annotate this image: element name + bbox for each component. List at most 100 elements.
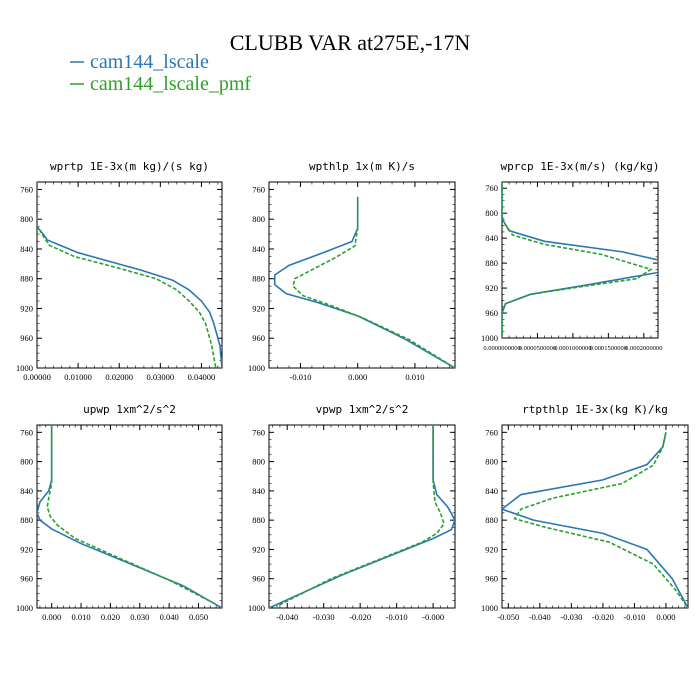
panel-2-ytick-label-4: 920	[485, 283, 498, 293]
panel-5-xtick-label-2: -0.030	[560, 612, 582, 622]
panel-4-xtick-label-3: -0.010	[386, 612, 408, 622]
legend-label-0: cam144_lscale	[90, 51, 209, 73]
panel-2-frame	[501, 181, 659, 339]
panel-0-ytick-label-4: 920	[20, 303, 33, 313]
panel-1-frame	[268, 181, 456, 369]
panel-4-title: vpwp 1xm^2/s^2	[316, 403, 409, 416]
panel-2-ytick-label-3: 880	[485, 258, 498, 268]
panel-0-xtick-label-0: 0.00000	[23, 372, 51, 382]
panel-1-series-1	[292, 196, 455, 368]
panel-1-title: wpthlp 1x(m K)/s	[309, 160, 415, 173]
panel-3-ytick-label-2: 840	[20, 486, 33, 496]
panel-5-xtick-label-5: 0.000	[656, 612, 675, 622]
panel-1-ytick-label-2: 840	[252, 244, 265, 254]
panel-3-ytick-label-3: 880	[20, 515, 33, 525]
panel-1: wpthlp 1x(m K)/s 760 800 840 880 920 960 1000 -0…	[248, 160, 456, 382]
panel-0-ytick-label-6: 1000	[16, 363, 33, 373]
panel-0-ytick-label-5: 960	[20, 333, 33, 343]
panel-5-xtick-label-4: -0.010	[623, 612, 645, 622]
panel-2-ytick-label-1: 800	[485, 208, 498, 218]
panel-0-ytick-label-3: 880	[20, 274, 33, 284]
panel-4-series-1	[275, 425, 445, 608]
panel-3-ytick-label-6: 1000	[16, 603, 33, 613]
panel-3-series-0	[37, 425, 222, 608]
panel-2-xtick-label-4: 0.0002000000	[625, 345, 662, 352]
panel-4-xtick-label-4: -0.000	[422, 612, 444, 622]
legend: cam144_lscale cam144_lscale_pmf	[70, 51, 251, 95]
panel-3-ytick-label-0: 760	[20, 427, 33, 437]
panel-2-xtick-label-2: 0.0001000000	[554, 345, 591, 352]
panel-2: wprcp 1E-3x(m/s) (kg/kg)760 800 840 880 920 9…	[481, 160, 663, 352]
panel-3-ytick-label-1: 800	[20, 457, 33, 467]
panel-4-xtick-label-0: -0.040	[276, 612, 298, 622]
panel-5-series-1	[513, 432, 688, 608]
panel-0-title: wprtp 1E-3x(m kg)/(s kg)	[50, 160, 209, 173]
panel-4-series-0	[269, 425, 455, 608]
panel-3-frame	[36, 424, 223, 609]
panel-1-series-0	[273, 196, 455, 368]
panel-4-xtick-label-1: -0.030	[313, 612, 335, 622]
panel-4-ytick-label-2: 840	[252, 486, 265, 496]
legend-label-1: cam144_lscale_pmf	[90, 73, 251, 95]
panel-0-ytick-label-0: 760	[20, 184, 33, 194]
panel-1-ytick-label-6: 1000	[248, 363, 265, 373]
panel-2-xtick-label-1: 0.0000500000	[519, 345, 556, 352]
panel-3-xtick-label-4: 0.040	[160, 612, 179, 622]
panel-0-xtick-label-2: 0.02000	[105, 372, 133, 382]
panel-3-xtick-label-3: 0.030	[130, 612, 149, 622]
panel-1-ytick-label-4: 920	[252, 303, 265, 313]
panel-4-xtick-label-2: -0.020	[349, 612, 371, 622]
panel-5-ytick-label-3: 880	[485, 515, 498, 525]
panel-0-frame	[36, 181, 223, 369]
panel-1-ytick-label-0: 760	[252, 184, 265, 194]
panel-0-xtick-label-4: 0.04000	[188, 372, 216, 382]
panel-5-ytick-label-4: 920	[485, 544, 498, 554]
panel-5-title: rtpthlp 1E-3x(kg K)/kg	[522, 403, 668, 416]
panel-1-ytick-label-3: 880	[252, 274, 265, 284]
panel-2-ytick-label-2: 840	[485, 233, 498, 243]
panel-4-ytick-label-5: 960	[252, 574, 265, 584]
panel-3-ytick-label-4: 920	[20, 544, 33, 554]
panel-0-xtick-label-1: 0.01000	[64, 372, 92, 382]
panel-2-xtick-label-0: 0.0000000000	[483, 345, 520, 352]
panel-3-title: upwp 1xm^2/s^2	[83, 403, 176, 416]
panel-5: rtpthlp 1E-3x(kg K)/kg 760 800 840 880 920 960…	[481, 403, 689, 622]
panel-4-ytick-label-4: 920	[252, 544, 265, 554]
panel-3-xtick-label-2: 0.020	[101, 612, 120, 622]
panel-1-ytick-label-5: 960	[252, 333, 265, 343]
panel-1-xtick-label-2: 0.010	[405, 372, 424, 382]
panel-4-ytick-label-0: 760	[252, 427, 265, 437]
panel-2-title: wprcp 1E-3x(m/s) (kg/kg)	[501, 160, 660, 173]
panel-5-ytick-label-1: 800	[485, 457, 498, 467]
panel-5-xtick-label-1: -0.040	[529, 612, 551, 622]
panel-1-xtick-label-0: -0.010	[289, 372, 311, 382]
panel-5-xtick-label-3: -0.020	[592, 612, 614, 622]
panel-2-xtick-label-3: 0.0001500000	[590, 345, 627, 352]
panel-4-frame	[268, 424, 456, 609]
panel-2-ytick-label-0: 760	[485, 183, 498, 193]
panels: wprtp 1E-3x(m kg)/(s kg) 760 800 840 880 920 9…	[16, 160, 689, 622]
panel-3: upwp 1xm^2/s^2 760 800 840 880 920 960 1000 0.00…	[16, 403, 223, 622]
panel-0-ytick-label-2: 840	[20, 244, 33, 254]
panel-5-ytick-label-0: 760	[485, 427, 498, 437]
panel-5-series-0	[502, 432, 688, 608]
figure-title: CLUBB VAR at275E,-17N	[230, 30, 471, 55]
panel-0-series-1	[37, 182, 217, 368]
panel-4: vpwp 1xm^2/s^2 760 800 840 880 920 960 1000 -0.0…	[248, 403, 456, 622]
panel-5-ytick-label-6: 1000	[481, 603, 498, 613]
panel-5-ytick-label-2: 840	[485, 486, 498, 496]
panel-1-xtick-label-1: 0.000	[348, 372, 367, 382]
panel-2-ytick-label-6: 1000	[481, 333, 498, 343]
panel-0-xtick-label-3: 0.03000	[147, 372, 175, 382]
panel-4-ytick-label-3: 880	[252, 515, 265, 525]
panel-3-xtick-label-5: 0.050	[189, 612, 208, 622]
panel-0-ytick-label-1: 800	[20, 214, 33, 224]
panel-3-ytick-label-5: 960	[20, 574, 33, 584]
panel-3-series-1	[46, 425, 217, 606]
panel-5-xtick-label-0: -0.050	[497, 612, 519, 622]
panel-4-ytick-label-1: 800	[252, 457, 265, 467]
panel-3-xtick-label-1: 0.010	[71, 612, 90, 622]
panel-5-ytick-label-5: 960	[485, 574, 498, 584]
panel-4-ytick-label-6: 1000	[248, 603, 265, 613]
